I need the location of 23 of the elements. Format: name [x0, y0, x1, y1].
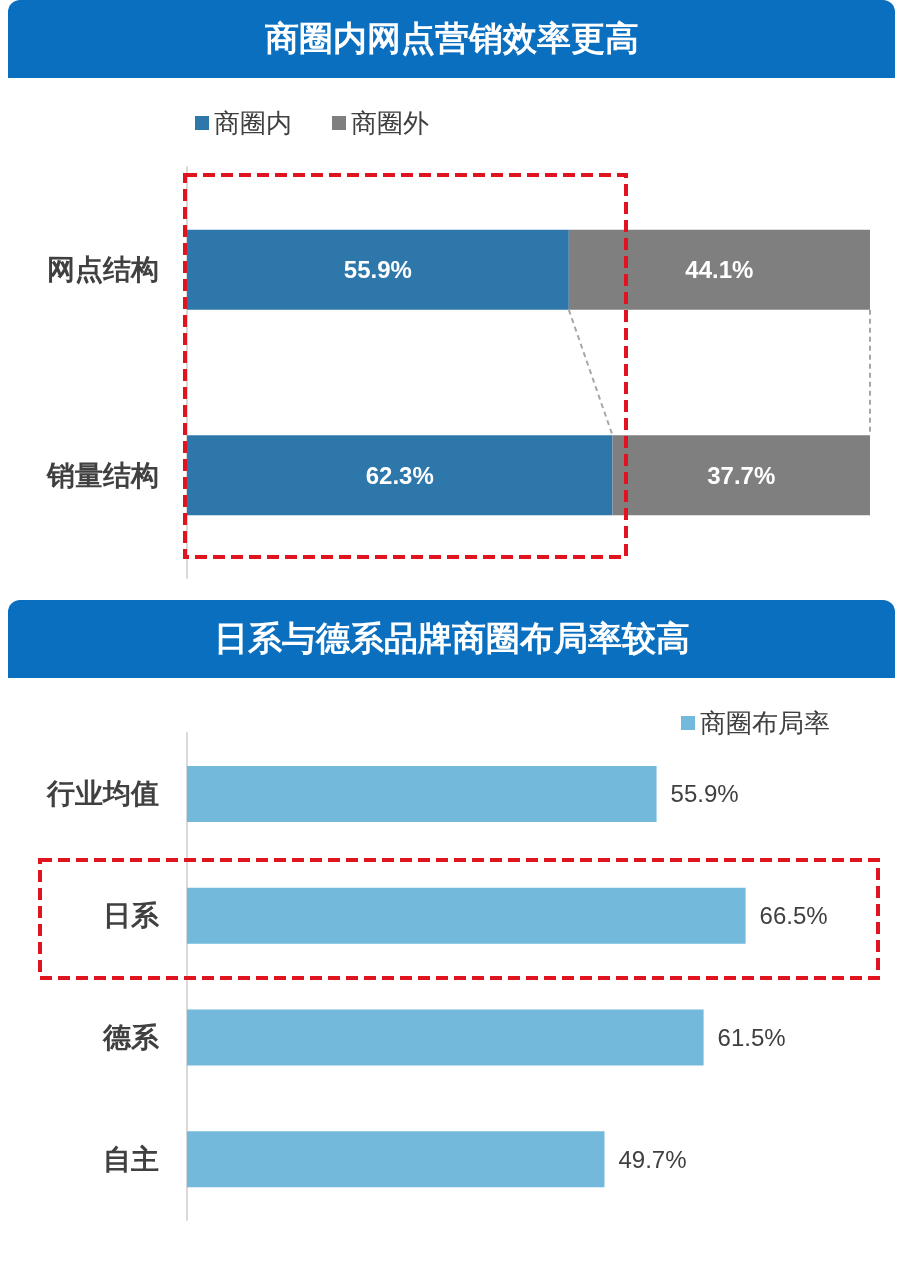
chart-title: 日系与德系品牌商圈布局率较高	[8, 600, 895, 678]
data-label: 44.1%	[685, 256, 754, 284]
chart-title: 商圈内网点营销效率更高	[8, 0, 895, 78]
y-tick-label: 行业均值	[46, 778, 159, 810]
bar	[187, 765, 657, 822]
data-label: 66.5%	[759, 902, 828, 930]
data-label: 55.9%	[670, 780, 739, 808]
legend-label: 商圈外	[351, 108, 429, 138]
y-tick-label: 日系	[103, 900, 160, 932]
data-label: 55.9%	[343, 256, 412, 284]
y-tick-label: 德系	[102, 1021, 160, 1053]
bar	[187, 887, 746, 944]
data-label: 49.7%	[618, 1145, 687, 1173]
bar	[187, 1131, 605, 1188]
y-tick-label: 自主	[103, 1143, 159, 1175]
legend-label: 商圈布局率	[700, 708, 830, 738]
data-label: 61.5%	[717, 1023, 786, 1051]
legend-label: 商圈内	[214, 108, 292, 138]
y-tick-label: 网点结构	[47, 254, 159, 286]
y-tick-label: 销量结构	[46, 459, 159, 491]
data-label: 62.3%	[365, 461, 434, 489]
data-label: 37.7%	[707, 461, 776, 489]
bar	[187, 1009, 704, 1066]
